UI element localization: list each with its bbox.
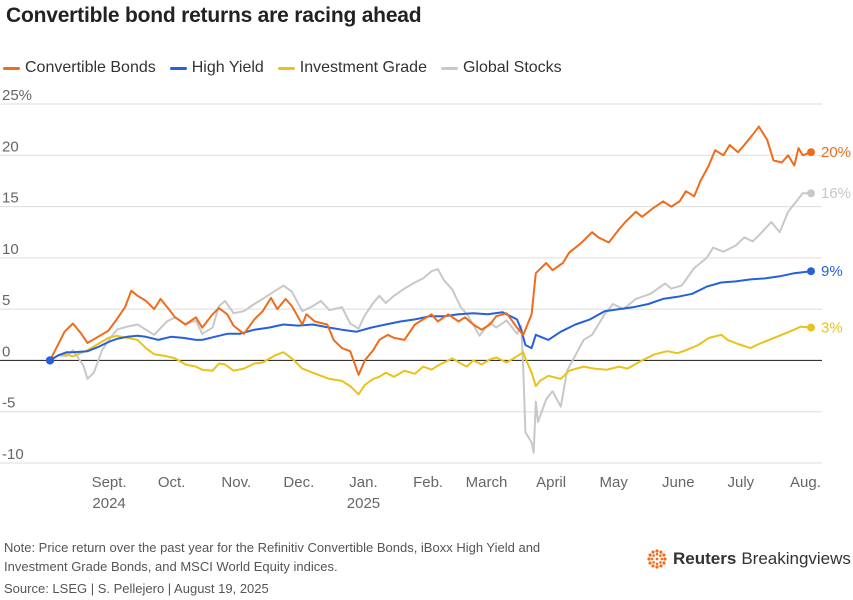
- logo-dot: [652, 561, 655, 564]
- logo-dot: [648, 553, 652, 557]
- logo-dot: [651, 564, 655, 568]
- footnote: Note: Price return over the past year fo…: [4, 540, 541, 574]
- y-tick-label: -10: [2, 446, 24, 463]
- end-label-high-yield: 9%: [821, 263, 843, 280]
- logo-dot: [663, 557, 667, 561]
- series-end-dot-global-stocks: [807, 189, 815, 198]
- gridlines: [0, 103, 822, 464]
- x-tick-label: Feb.: [413, 474, 443, 491]
- logo-dot: [655, 552, 659, 556]
- logo-dot: [662, 553, 666, 557]
- x-tick-label: April: [536, 474, 566, 491]
- series-end-dot-convertible-bonds: [807, 148, 815, 157]
- x-tick-label: March: [466, 474, 508, 491]
- x-tick-label: Aug.: [790, 474, 821, 491]
- logo-dot: [659, 550, 663, 554]
- x-tick-label: July: [727, 474, 754, 491]
- legend-item-high-yield: High Yield: [169, 59, 264, 77]
- y-tick-label: 15: [2, 190, 19, 207]
- legend-swatch: [169, 66, 187, 70]
- legend-item-global-stocks: Global Stocks: [440, 59, 562, 77]
- logo-dot: [650, 557, 654, 561]
- logo-dot: [655, 565, 659, 569]
- series-end-dot-investment-grade: [807, 323, 815, 332]
- logo-dot: [652, 554, 655, 557]
- end-label-convertible-bonds: 20%: [821, 144, 851, 161]
- legend-label: Convertible Bonds: [25, 59, 156, 76]
- series-line-convertible-bonds: [49, 125, 812, 376]
- x-tick-label: Nov.: [221, 474, 251, 491]
- x-tick-label: June: [662, 474, 695, 491]
- logo-dot: [647, 557, 651, 561]
- logo-dot: [648, 561, 652, 565]
- end-labels: 16% 3% 9% 20%: [46, 144, 851, 365]
- y-tick-label: 10: [2, 241, 19, 258]
- logo-dot: [659, 554, 662, 557]
- legend-swatch: [3, 66, 20, 70]
- series-start-dot: [46, 356, 54, 365]
- chart-title: Convertible bond returns are racing ahea…: [6, 4, 422, 27]
- legend-swatch: [440, 66, 458, 70]
- y-tick-label: 25%: [2, 87, 32, 104]
- chart-legend: Convertible Bonds High Yield Investment Gr…: [3, 56, 576, 80]
- x-tick-year-label: 2024: [92, 495, 125, 512]
- y-tick-label: -5: [2, 395, 15, 412]
- logo-dot: [659, 564, 663, 568]
- legend-item-investment-grade: Investment Grade: [277, 59, 427, 77]
- end-label-global-stocks: 16%: [821, 185, 851, 202]
- end-label-investment-grade: 3%: [821, 320, 843, 337]
- y-tick-label: 0: [2, 343, 10, 360]
- x-tick-year-label: 2025: [347, 495, 380, 512]
- series-end-dot-high-yield: [807, 267, 815, 276]
- line-chart: Sept. 2024 Oct. Nov. Dec. Jan. 2025 Feb. March Ap…: [0, 87, 851, 512]
- legend-swatch: [277, 66, 295, 70]
- x-tick-label: Oct.: [158, 474, 186, 491]
- logo-dot: [655, 549, 659, 553]
- legend-label: High Yield: [191, 59, 264, 76]
- logo-dot: [660, 557, 664, 561]
- y-tick-label: 20: [2, 138, 19, 155]
- y-tick-label: 5: [2, 292, 10, 309]
- logo-dot: [662, 561, 666, 565]
- brand-name-bold: Reuters: [673, 549, 737, 568]
- logo-dot: [655, 562, 659, 566]
- x-tick-label: Dec.: [283, 474, 314, 491]
- legend-label: Investment Grade: [299, 59, 427, 76]
- series-line-global-stocks: [49, 192, 812, 454]
- x-tick-label: Sept.: [92, 474, 127, 491]
- x-axis-ticks: Sept. 2024 Oct. Nov. Dec. Jan. 2025 Feb. March Ap…: [92, 474, 821, 512]
- logo-dot: [651, 550, 655, 554]
- logo-dot: [655, 557, 659, 561]
- logo-dot: [659, 561, 662, 564]
- reuters-breakingviews-logo: Reuters Breakingviews: [646, 548, 851, 570]
- reuters-dot-icon: [647, 549, 667, 569]
- y-axis-ticks: 25% 20 15 10 5 0 -5 -10: [2, 87, 32, 463]
- series-line-high-yield: [49, 270, 812, 362]
- legend-label: Global Stocks: [462, 59, 562, 76]
- series-lines: [49, 125, 812, 454]
- legend-item-convertible-bonds: Convertible Bonds: [3, 59, 156, 77]
- source-line: Source: LSEG | S. Pellejero | August 19,…: [4, 581, 269, 596]
- series-line-investment-grade: [49, 325, 812, 396]
- x-tick-label: May: [599, 474, 628, 491]
- brand-name-light: Breakingviews: [741, 549, 851, 568]
- x-tick-label: Jan.: [349, 474, 377, 491]
